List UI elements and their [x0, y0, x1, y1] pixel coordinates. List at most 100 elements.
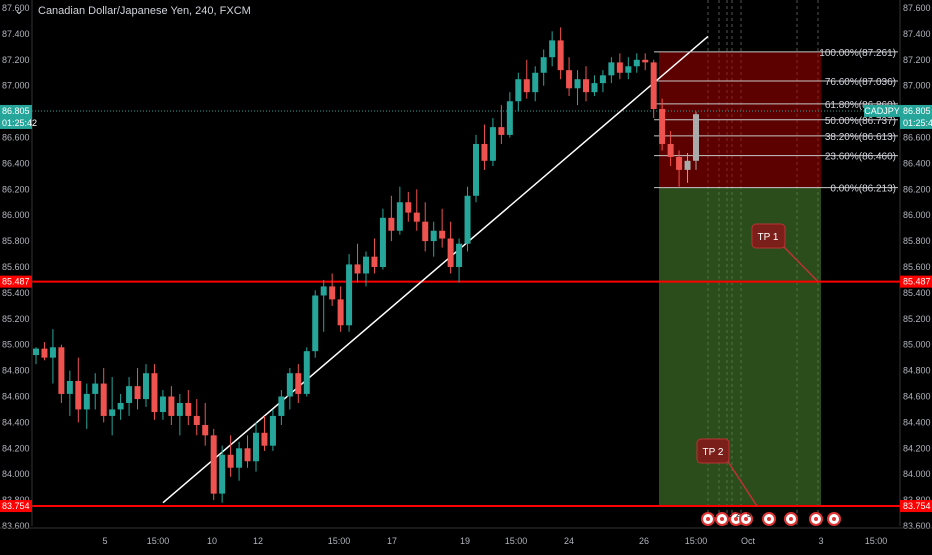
candle-body [371, 256, 378, 267]
collapse-chevron-icon[interactable]: ⌄ [14, 3, 25, 17]
y-tick-label-left: 87.200 [2, 55, 30, 65]
candle-body [303, 351, 310, 394]
candle [58, 344, 65, 403]
candle [506, 92, 513, 138]
candle-body [667, 143, 674, 157]
candle-body [244, 448, 251, 462]
candle-body [396, 202, 403, 231]
candle-body [143, 373, 149, 400]
y-tick-label-left: 84.800 [2, 366, 30, 376]
y-tick-label-right: 87.000 [903, 81, 931, 91]
y-tick-label-left: 87.000 [2, 81, 30, 91]
candle-body [134, 386, 141, 400]
annotation-text: TP 2 [703, 447, 724, 458]
candle-body [642, 59, 649, 63]
x-tick-label: 24 [564, 536, 574, 546]
candle-body [659, 109, 666, 144]
candle-body [151, 373, 158, 413]
candle [219, 445, 226, 503]
candle [464, 186, 471, 252]
candle [210, 428, 217, 501]
x-tick-label: 3 [818, 536, 823, 546]
candle [295, 364, 302, 403]
event-marker-dot [767, 517, 771, 521]
candle [616, 53, 623, 80]
candle [286, 368, 293, 410]
candle [659, 98, 666, 151]
trendline [162, 35, 709, 504]
x-tick-label: 19 [460, 536, 470, 546]
y-tick-label-left: 84.000 [2, 469, 30, 479]
candle-body [33, 348, 39, 356]
candle-body [176, 402, 183, 416]
candle [396, 186, 403, 235]
candle [413, 189, 420, 231]
y-tick-label-right: 83.600 [903, 521, 931, 531]
candle-body [676, 156, 683, 170]
event-marker-icon [701, 512, 715, 526]
candle [684, 153, 691, 183]
candle-body [193, 415, 200, 425]
fib-level-label: 50.00%(86.737) [825, 116, 896, 127]
candle-body [49, 347, 56, 358]
candle-body [92, 383, 99, 394]
candle-body [464, 195, 471, 244]
event-marker-icon [739, 512, 753, 526]
candle [278, 390, 285, 425]
candle-body [608, 62, 615, 76]
candle-body [557, 40, 564, 71]
event-marker-dot [734, 517, 738, 521]
candle [625, 57, 632, 80]
candle [159, 390, 166, 420]
candle [329, 273, 336, 306]
y-tick-label-right: 84.400 [903, 417, 931, 427]
event-marker-label: 5 [747, 512, 751, 519]
candle-body [532, 72, 539, 93]
candle [244, 435, 251, 468]
candle [176, 393, 183, 436]
candle-body [413, 212, 420, 222]
candle [320, 279, 327, 332]
price-badge-label: 83.754 [903, 501, 931, 511]
current-price-label: 86.805 [903, 106, 931, 116]
y-tick-label-right: 85.600 [903, 262, 931, 272]
y-tick-label-left: 86.400 [2, 158, 30, 168]
price-badge-label: 85.487 [2, 277, 30, 287]
candle [405, 191, 412, 222]
y-tick-label-right: 86.000 [903, 210, 931, 220]
y-tick-label-right: 86.400 [903, 158, 931, 168]
candle-body [253, 432, 259, 462]
candle-body [456, 243, 463, 267]
candle-body [549, 40, 556, 58]
symbol-badge [864, 104, 900, 117]
candle-body [261, 432, 268, 446]
candle-body [363, 256, 369, 274]
candle [422, 202, 429, 252]
candle [134, 368, 141, 410]
candle-body [202, 424, 209, 436]
candle-body [591, 83, 598, 93]
right-price-scale [900, 0, 932, 526]
candle [599, 70, 606, 93]
symbol-label: CADJPY [864, 106, 900, 116]
candle-body [100, 383, 107, 416]
event-marker-dot [814, 517, 818, 521]
annotation-text: TP 1 [758, 232, 779, 243]
current-price-badge [0, 104, 32, 129]
candle-body [41, 348, 48, 358]
event-marker-dot [744, 517, 748, 521]
candle-body [269, 415, 276, 446]
y-tick-label-right: 87.200 [903, 55, 931, 65]
candle [642, 53, 649, 71]
current-price-label: 86.805 [2, 106, 30, 116]
candle [371, 238, 378, 274]
fib-level-label: 23.60%(86.460) [825, 152, 896, 163]
x-tick-label: 15:00 [685, 536, 708, 546]
candle [227, 435, 234, 477]
candle [489, 118, 496, 166]
candle [49, 329, 56, 384]
annotation-pointer [726, 459, 758, 507]
fib-level-label: 61.80%(86.860) [825, 100, 896, 111]
